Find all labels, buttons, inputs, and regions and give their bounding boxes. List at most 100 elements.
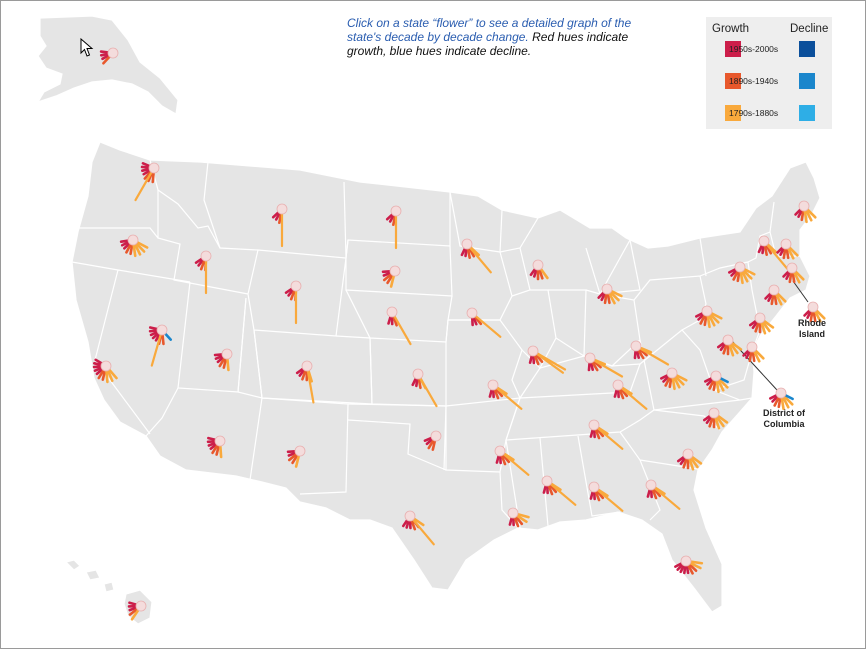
state-flower[interactable] [645,479,681,510]
flower-center[interactable] [807,301,819,313]
flower-center[interactable] [754,312,766,324]
flower-center[interactable] [107,47,119,59]
state-flower[interactable] [794,200,817,224]
state-flower[interactable] [597,283,623,305]
state-flower[interactable] [213,348,233,372]
state-flower[interactable] [286,445,306,468]
flower-center[interactable] [276,203,288,215]
state-flower[interactable] [381,265,401,288]
flower-center[interactable] [100,360,112,372]
state-flower[interactable] [782,262,805,284]
flower-center[interactable] [301,360,313,372]
flower-center[interactable] [734,261,746,273]
flower-center[interactable] [156,324,168,336]
flower-center[interactable] [798,200,810,212]
flower-center[interactable] [487,379,499,391]
state-flower[interactable] [716,334,743,357]
state-flower[interactable] [127,600,147,621]
flower-center[interactable] [389,265,401,277]
state-flower[interactable] [704,370,729,394]
state-flower[interactable] [494,445,530,476]
state-flower[interactable] [411,368,438,408]
flower-center[interactable] [584,352,596,364]
flower-center[interactable] [494,445,506,457]
flower-center[interactable] [148,162,160,174]
state-flower[interactable] [695,305,723,329]
state-flower[interactable] [466,307,502,338]
flower-center[interactable] [541,475,553,487]
flower-center[interactable] [127,234,139,246]
flower-center[interactable] [630,340,642,352]
state-flower[interactable] [99,47,119,65]
state-flower[interactable] [764,284,787,306]
state-flower[interactable] [194,250,212,295]
flower-center[interactable] [786,262,798,274]
flower-center[interactable] [532,259,544,271]
state-flower[interactable] [588,481,624,512]
state-flower[interactable] [674,555,704,575]
instruction-link[interactable]: Click on a state “flower” to see a detai… [347,16,632,44]
flower-center[interactable] [701,305,713,317]
state-flower[interactable] [588,419,624,450]
flower-center[interactable] [294,445,306,457]
state-flower[interactable] [612,379,648,410]
state-flower[interactable] [541,475,577,506]
state-flower[interactable] [507,507,530,528]
state-flower[interactable] [748,312,775,335]
state-shape-alaska[interactable] [36,15,179,115]
state-shape-hawaii[interactable] [64,559,153,625]
state-flower[interactable] [584,352,624,378]
state-flower[interactable] [742,341,765,363]
flower-center[interactable] [768,284,780,296]
state-flower[interactable] [460,238,492,274]
state-flower[interactable] [134,162,160,202]
state-flower[interactable] [529,259,549,281]
state-flower[interactable] [284,280,302,325]
state-flower[interactable] [148,324,172,367]
flower-center[interactable] [466,307,478,319]
state-flower[interactable] [295,360,315,404]
state-flower[interactable] [702,407,729,430]
flower-center[interactable] [666,367,678,379]
state-flower[interactable] [206,435,226,459]
state-flower[interactable] [728,261,756,285]
flower-center[interactable] [708,407,720,419]
flower-center[interactable] [386,306,398,318]
flower-center[interactable] [507,507,519,519]
flower-center[interactable] [758,235,770,247]
flower-center[interactable] [430,430,442,442]
state-flower[interactable] [803,301,826,323]
state-flower[interactable] [769,387,794,411]
state-flower[interactable] [757,235,789,271]
flower-center[interactable] [290,280,302,292]
state-flower[interactable] [527,345,567,374]
flower-center[interactable] [682,448,694,460]
flower-center[interactable] [461,238,473,250]
flower-center[interactable] [527,345,539,357]
flower-center[interactable] [601,283,613,295]
flower-center[interactable] [588,481,600,493]
flower-center[interactable] [404,510,416,522]
state-flower[interactable] [401,510,435,546]
flower-center[interactable] [680,555,692,567]
state-flower[interactable] [271,203,288,248]
flower-center[interactable] [710,370,722,382]
flower-center[interactable] [722,334,734,346]
state-flower[interactable] [385,205,402,250]
flower-center[interactable] [412,368,424,380]
flower-center[interactable] [775,387,787,399]
state-flower[interactable] [630,340,670,366]
state-flower[interactable] [676,448,703,471]
flower-center[interactable] [645,479,657,491]
flower-center[interactable] [200,250,212,262]
flower-center[interactable] [135,600,147,612]
state-flower[interactable] [386,306,412,346]
flower-center[interactable] [221,348,233,360]
state-flower[interactable] [776,238,799,260]
state-flower[interactable] [119,234,149,258]
flower-center[interactable] [746,341,758,353]
flower-center[interactable] [780,238,792,250]
state-flower[interactable] [423,430,442,451]
state-flower[interactable] [92,358,118,384]
flower-center[interactable] [588,419,600,431]
